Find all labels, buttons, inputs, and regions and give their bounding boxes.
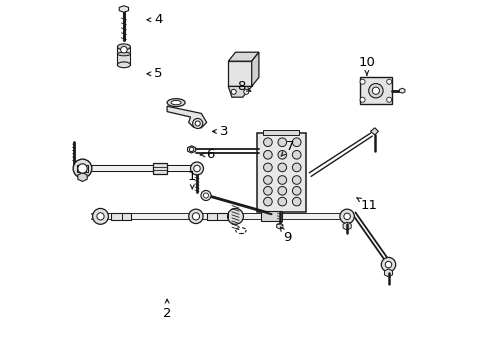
Bar [92, 166, 196, 171]
Bar [152, 163, 167, 174]
Circle shape [193, 165, 200, 172]
Circle shape [190, 162, 203, 175]
Polygon shape [119, 6, 128, 12]
Polygon shape [228, 52, 258, 61]
Ellipse shape [171, 100, 181, 105]
Circle shape [227, 208, 243, 224]
Circle shape [263, 176, 272, 184]
Circle shape [292, 150, 301, 159]
Text: 6: 6 [200, 148, 214, 161]
Ellipse shape [167, 99, 185, 107]
Polygon shape [228, 86, 251, 97]
Circle shape [277, 163, 286, 172]
Circle shape [263, 186, 272, 195]
Bar [92, 214, 345, 219]
Circle shape [386, 79, 391, 84]
Text: 8: 8 [236, 80, 250, 93]
Circle shape [73, 159, 92, 178]
Circle shape [244, 89, 248, 94]
Circle shape [277, 197, 286, 206]
Text: 7: 7 [281, 140, 294, 156]
Text: 5: 5 [147, 67, 162, 80]
Circle shape [277, 186, 286, 195]
Circle shape [78, 164, 87, 173]
Polygon shape [399, 88, 404, 93]
Ellipse shape [117, 44, 130, 50]
Circle shape [339, 209, 354, 224]
Text: 11: 11 [356, 198, 376, 212]
Circle shape [359, 79, 365, 84]
Circle shape [292, 176, 301, 184]
Text: 9: 9 [280, 227, 291, 244]
Circle shape [92, 208, 108, 224]
Circle shape [189, 147, 193, 152]
Polygon shape [251, 52, 258, 86]
Bar [359, 77, 391, 104]
Circle shape [371, 87, 379, 94]
Bar [117, 47, 130, 65]
Circle shape [97, 213, 104, 220]
Polygon shape [370, 128, 378, 135]
Bar [257, 133, 305, 212]
Polygon shape [187, 146, 195, 153]
Circle shape [277, 176, 286, 184]
Circle shape [263, 163, 272, 172]
Polygon shape [78, 173, 87, 181]
Circle shape [263, 150, 272, 159]
Circle shape [263, 138, 272, 147]
Circle shape [386, 97, 391, 102]
Text: 4: 4 [147, 13, 162, 26]
Circle shape [381, 257, 395, 272]
Circle shape [263, 197, 272, 206]
Bar [111, 213, 131, 220]
Circle shape [292, 163, 301, 172]
Bar [260, 211, 282, 221]
Circle shape [292, 186, 301, 195]
Polygon shape [343, 222, 350, 230]
Circle shape [385, 261, 391, 268]
Polygon shape [228, 61, 251, 86]
Circle shape [121, 46, 127, 53]
Text: 2: 2 [163, 299, 171, 320]
Circle shape [201, 190, 211, 201]
Ellipse shape [117, 52, 130, 56]
Ellipse shape [117, 62, 130, 68]
Circle shape [292, 197, 301, 206]
Text: 10: 10 [358, 57, 375, 75]
Circle shape [292, 138, 301, 147]
Bar [262, 130, 298, 135]
Circle shape [343, 213, 349, 220]
Circle shape [192, 118, 203, 129]
Circle shape [277, 138, 286, 147]
Polygon shape [167, 106, 206, 128]
Polygon shape [384, 269, 392, 277]
Text: 3: 3 [212, 125, 228, 138]
Circle shape [359, 97, 365, 102]
Bar [206, 213, 230, 220]
Circle shape [277, 150, 286, 159]
Circle shape [203, 193, 208, 198]
Circle shape [192, 213, 199, 220]
Circle shape [188, 209, 203, 224]
Polygon shape [276, 223, 283, 229]
Text: 1: 1 [188, 170, 196, 189]
Circle shape [195, 121, 200, 126]
Circle shape [368, 84, 382, 98]
Circle shape [231, 89, 236, 94]
Bar [77, 165, 88, 172]
